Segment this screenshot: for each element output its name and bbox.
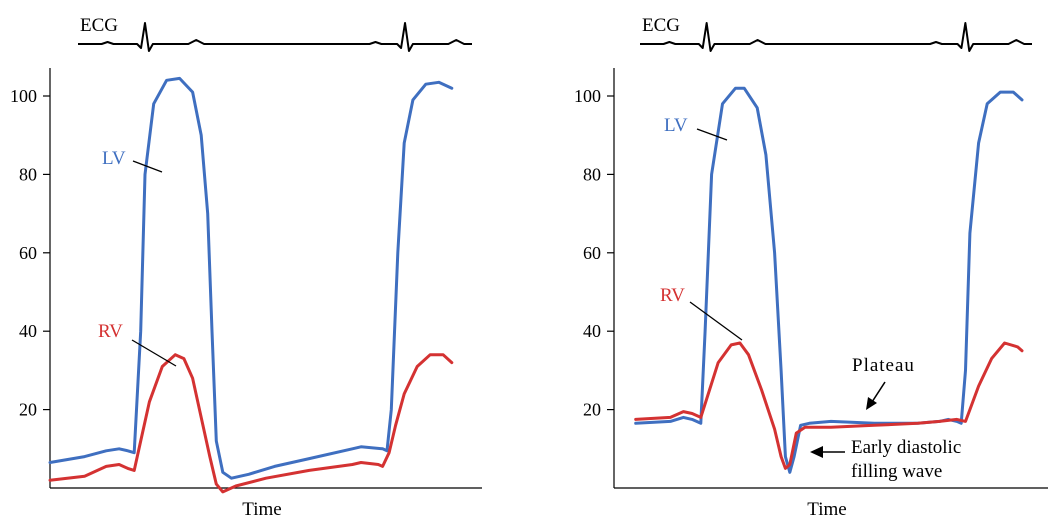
rv-leader-line (689, 301, 743, 341)
rv-label: RV (660, 285, 685, 306)
rv-label: RV (98, 321, 123, 342)
y-tick-label: 60 (19, 243, 37, 263)
plateau-label: Plateau (852, 355, 915, 376)
y-tick-label: 40 (583, 321, 601, 341)
early-diastolic-label-line1: Early diastolic (851, 437, 961, 458)
y-tick-label: 20 (19, 400, 37, 420)
series-line-rv (48, 353, 454, 494)
series-line-rv (634, 341, 1024, 470)
lv-leader-line (696, 128, 728, 141)
early-diastolic-arrow-head (810, 446, 823, 458)
y-tick-label: 100 (574, 86, 601, 106)
early-diastolic-label-line2: filling wave (851, 461, 942, 482)
ecg-label: ECG (642, 15, 680, 36)
series-line-lv (634, 86, 1024, 474)
x-axis-label: Time (242, 499, 281, 520)
ecg-label: ECG (80, 15, 118, 36)
y-tick-label: 80 (583, 164, 601, 184)
rv-leader-line (131, 339, 177, 367)
x-axis-label: Time (807, 499, 846, 520)
y-tick-label: 100 (10, 86, 37, 106)
ecg-trace (78, 22, 472, 52)
plateau-arrow-head (866, 397, 877, 410)
right-panel: 20 40 60 80 100 Time ECG LV RV Plateau Early diast… (574, 15, 1048, 520)
y-tick-label: 60 (583, 243, 601, 263)
y-tick-label: 80 (19, 164, 37, 184)
left-panel: 20 40 60 80 100 Time ECG LV RV (10, 15, 482, 520)
y-tick-label: 40 (19, 321, 37, 341)
plateau-arrow-shaft (871, 381, 886, 403)
y-tick-label: 20 (583, 400, 601, 420)
ecg-trace (640, 22, 1032, 52)
lv-label: LV (664, 115, 688, 136)
lv-leader-line (132, 160, 163, 173)
series-line-lv (48, 76, 454, 480)
lv-label: LV (102, 148, 126, 169)
